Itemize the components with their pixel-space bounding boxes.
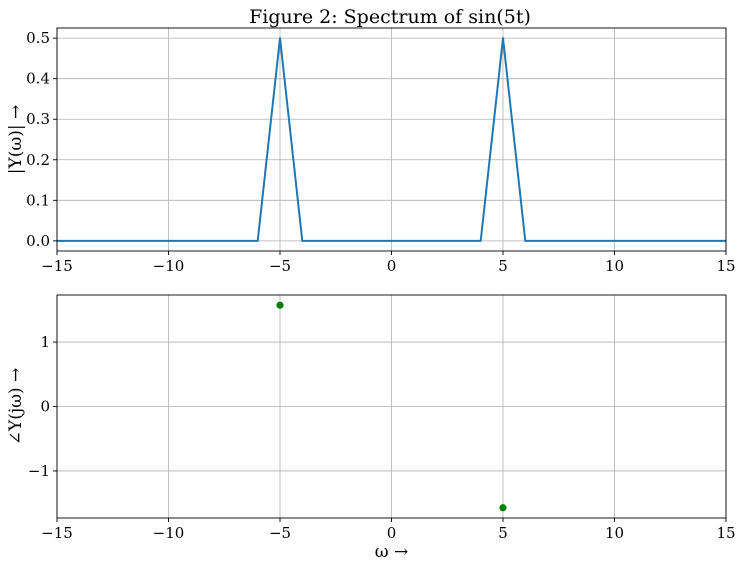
y-tick-label: 0.3 [26, 110, 50, 128]
phase-plot: −15 −10 −5 0 5 10 15−101∠Y(jω) →ω → [6, 294, 736, 562]
x-tick-label: −10 [153, 524, 185, 542]
x-axis-label: ω → [375, 542, 409, 562]
x-tick-label: 10 [605, 524, 624, 542]
y-tick-label: 1 [40, 333, 50, 351]
magnitude-series-line [57, 37, 726, 242]
y-tick-label: 0.0 [26, 232, 50, 250]
x-tick-label: −15 [41, 257, 73, 275]
x-tick-label: −15 [41, 524, 73, 542]
axes-frame [56, 27, 727, 252]
y-axis-label: |Y(ω)| → [6, 105, 26, 174]
x-tick-label: 15 [716, 257, 735, 275]
x-tick-label: −10 [153, 257, 185, 275]
x-tick-label: −5 [269, 524, 291, 542]
y-tick-label: 0 [40, 398, 50, 416]
phase-data-point [276, 301, 284, 309]
x-tick-label: 15 [716, 524, 735, 542]
y-tick-label: 0.5 [26, 29, 50, 47]
y-tick-label: −1 [28, 462, 50, 480]
y-tick-label: 0.2 [26, 151, 50, 169]
y-axis-label: ∠Y(jω) → [6, 368, 26, 446]
x-tick-label: 10 [605, 257, 624, 275]
x-tick-label: 5 [498, 524, 508, 542]
y-tick-label: 0.4 [26, 70, 50, 88]
axes-frame [56, 294, 727, 519]
phase-data-point [499, 504, 507, 512]
magnitude-plot: −15 −10 −5 0 5 10 15 0.0 0.1 0.2 0.3 0.4 0.5 |Y(ω)| → [6, 27, 736, 275]
x-tick-label: 0 [387, 524, 397, 542]
x-tick-label: −5 [269, 257, 291, 275]
x-tick-label: 5 [498, 257, 508, 275]
y-tick-label: 0.1 [26, 191, 50, 209]
figure-title: Figure 2: Spectrum of sin(5t) [249, 6, 531, 28]
x-tick-label: 0 [387, 257, 397, 275]
